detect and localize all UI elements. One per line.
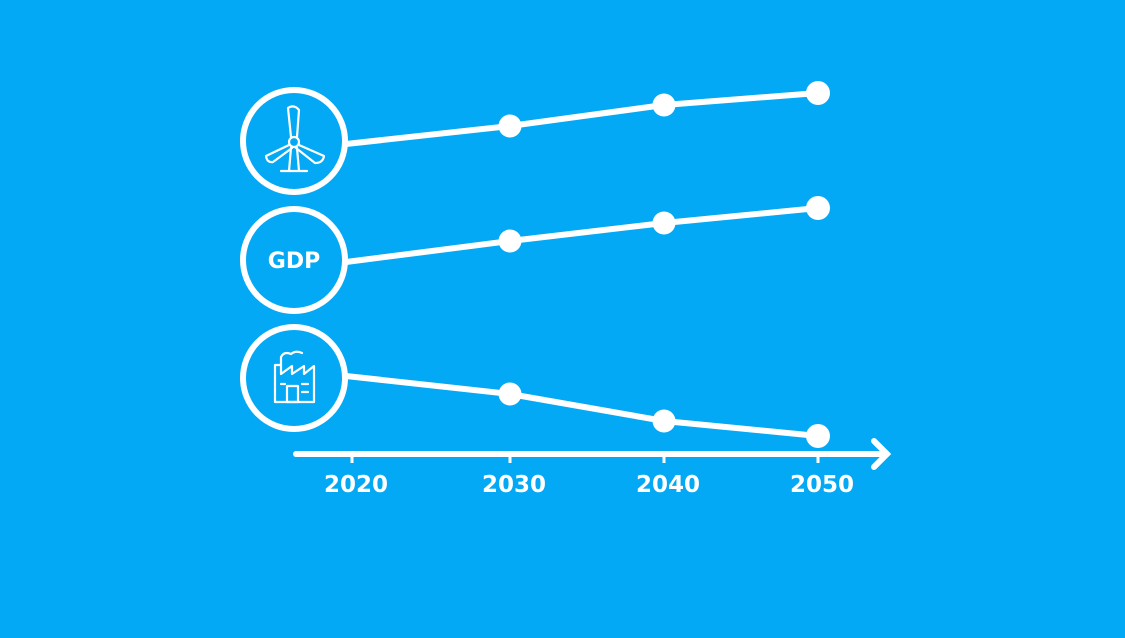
factory-icon-circle — [240, 324, 348, 432]
wind-turbine-icon-circle — [240, 87, 348, 195]
data-point — [652, 409, 676, 433]
series-2 — [343, 196, 830, 265]
data-point — [806, 81, 830, 105]
gdp-label: GDP — [268, 249, 320, 274]
data-point — [498, 229, 522, 253]
series-layer — [343, 81, 830, 448]
data-point — [806, 196, 830, 220]
series-line — [343, 90, 821, 147]
x-tick-label: 2050 — [790, 472, 854, 498]
series-1 — [343, 81, 830, 147]
series-icon-gdp: GDP — [240, 206, 348, 314]
x-tick-label: 2020 — [324, 472, 388, 498]
series-line — [343, 205, 821, 265]
series-3 — [343, 373, 830, 448]
x-axis-arrow-icon — [871, 438, 892, 470]
wind-turbine-icon — [264, 105, 326, 173]
x-axis-ticks: 2020 2030 2040 2050 — [324, 451, 854, 498]
x-tick-label: 2030 — [482, 472, 546, 498]
data-point — [498, 382, 522, 406]
gdp-badge-circle — [240, 206, 348, 314]
legend-icons: GDP — [240, 87, 348, 432]
factory-icon — [273, 350, 316, 404]
x-tick-label: 2040 — [636, 472, 700, 498]
data-point — [652, 211, 676, 235]
data-point — [498, 114, 522, 138]
data-point — [806, 424, 830, 448]
data-point — [652, 93, 676, 117]
series-icon-factory — [240, 324, 348, 432]
series-icon-wind-turbine — [240, 87, 348, 195]
series-line — [343, 373, 821, 439]
x-axis — [293, 438, 892, 470]
